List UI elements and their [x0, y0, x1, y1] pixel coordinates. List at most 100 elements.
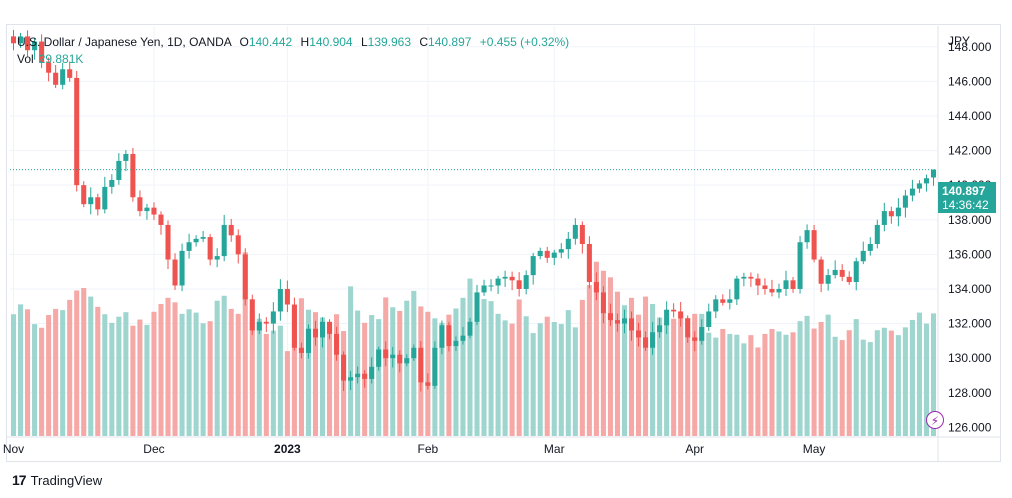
volume-bar — [776, 331, 782, 436]
volume-bar — [109, 322, 115, 436]
candle-body — [741, 276, 747, 279]
volume-bar — [88, 296, 94, 436]
volume-bar — [853, 319, 859, 436]
volume-bar — [762, 333, 768, 436]
volume-bar — [102, 314, 108, 436]
lightning-icon[interactable]: ⚡ — [926, 411, 944, 429]
volume-bar — [18, 304, 24, 436]
candle-body — [544, 250, 550, 258]
volume-bar — [123, 312, 129, 436]
volume-bar — [699, 313, 705, 436]
volume-bar — [825, 314, 831, 436]
y-tick-label: 134.000 — [948, 282, 992, 296]
candle-body — [460, 335, 466, 341]
y-tick-label: 132.000 — [948, 317, 992, 331]
candle-body — [650, 332, 656, 348]
x-tick-label: Dec — [143, 442, 164, 456]
candle-body — [643, 337, 649, 348]
volume-bar — [671, 318, 677, 436]
candle-body — [207, 237, 213, 260]
candle-body — [439, 325, 445, 348]
candle-body — [860, 250, 866, 262]
candle-body — [916, 183, 922, 189]
tradingview-logo-icon: 17 — [12, 472, 27, 488]
candle-body — [832, 269, 838, 276]
candle-body — [825, 275, 831, 284]
currency-label[interactable]: JPY — [948, 34, 971, 48]
candle-body — [783, 280, 789, 289]
candle-body — [298, 347, 304, 353]
candle-body — [467, 321, 473, 336]
volume-bar — [741, 343, 747, 436]
candle-body — [186, 242, 192, 251]
candle-body — [355, 373, 361, 378]
volume-bar — [643, 296, 649, 436]
volume-bar — [39, 327, 45, 436]
candle-body — [334, 333, 340, 355]
volume-bar — [453, 308, 459, 436]
volume-bar — [10, 314, 17, 436]
candle-body — [130, 154, 136, 198]
volume-bar — [411, 290, 417, 436]
candle-body — [657, 325, 663, 333]
volume-bar — [720, 328, 726, 436]
candle-body — [762, 285, 768, 289]
candle-body — [144, 207, 150, 212]
candle-body — [572, 224, 578, 239]
volume-bar — [860, 339, 866, 436]
volume-bar — [593, 261, 599, 436]
candle-body — [600, 292, 606, 314]
x-tick-label: Nov — [3, 442, 24, 456]
candle-body — [67, 69, 73, 78]
chart-frame[interactable] — [6, 24, 1001, 462]
candle-body — [558, 249, 564, 253]
tradingview-brand[interactable]: 17 TradingView — [12, 472, 102, 488]
candle-body — [235, 235, 241, 255]
low-label: L — [360, 35, 368, 49]
ohlc-legend: U.S. Dollar / Japanese Yen, 1D, OANDA O1… — [17, 35, 569, 49]
candle-body — [95, 197, 101, 210]
high-label: H — [300, 35, 310, 49]
volume-value: 29.881K — [38, 52, 84, 66]
y-tick-label: 142.000 — [948, 144, 992, 158]
volume-bar — [664, 323, 670, 436]
candle-body — [706, 311, 712, 328]
candle-body — [579, 224, 585, 244]
candle-body — [46, 62, 52, 73]
volume-bar — [137, 319, 143, 436]
volume-bar — [607, 277, 613, 436]
candle-body — [874, 224, 880, 244]
candle-body — [621, 318, 628, 324]
volume-bar — [327, 327, 333, 436]
candle-body — [53, 72, 59, 85]
candle-body — [319, 321, 326, 338]
volume-bar — [783, 334, 789, 436]
volume-bar — [404, 300, 410, 436]
candle-body — [727, 299, 733, 303]
volume-bar — [488, 301, 494, 436]
candle-body — [509, 276, 515, 281]
volume-bar — [81, 287, 87, 436]
volume-bar — [235, 313, 241, 436]
volume-bar — [636, 314, 642, 436]
candle-body — [376, 349, 382, 367]
candle-body — [839, 269, 845, 277]
candle-body — [537, 250, 543, 257]
volume-bar — [116, 316, 122, 436]
y-tick-label: 148.000 — [948, 40, 992, 54]
candle-body — [607, 313, 613, 321]
volume-bar — [277, 325, 283, 436]
candle-body — [930, 169, 937, 178]
volume-bar — [32, 324, 38, 436]
candle-body — [516, 280, 522, 289]
candle-body — [881, 211, 887, 225]
candle-body — [327, 321, 333, 334]
candle-body — [263, 321, 269, 324]
volume-bar — [200, 323, 206, 436]
volume-bar — [916, 312, 922, 436]
volume-bar — [151, 311, 157, 436]
volume-bar — [811, 328, 817, 436]
candle-body — [923, 178, 929, 184]
candle-body — [748, 276, 754, 279]
